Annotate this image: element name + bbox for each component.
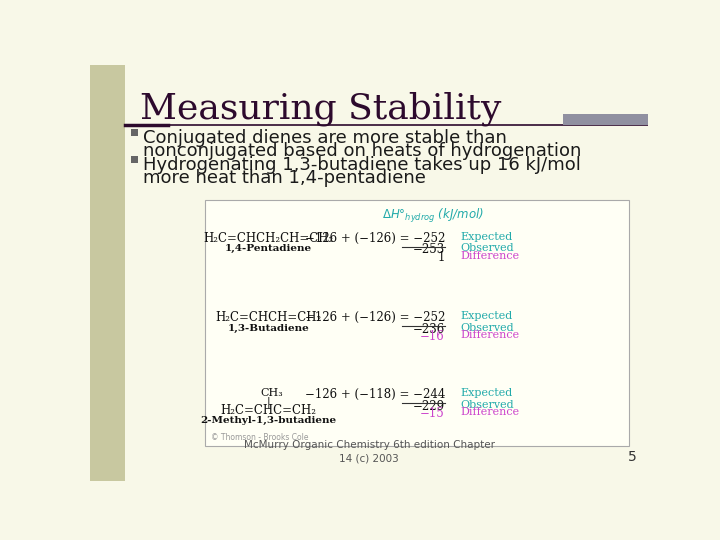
FancyBboxPatch shape — [204, 200, 629, 446]
FancyBboxPatch shape — [90, 65, 125, 481]
FancyBboxPatch shape — [131, 156, 138, 163]
Text: Difference: Difference — [461, 408, 520, 417]
Text: −253: −253 — [413, 244, 445, 256]
Text: $\Delta H°_{\mathit{hydrog}}$ (kJ/mol): $\Delta H°_{\mathit{hydrog}}$ (kJ/mol) — [382, 207, 485, 225]
Text: Observed: Observed — [461, 244, 514, 253]
Text: © Thomson - Brooks Cole: © Thomson - Brooks Cole — [211, 433, 308, 442]
Text: −126 + (−126) = −252: −126 + (−126) = −252 — [305, 232, 445, 245]
Text: more heat than 1,4-pentadiene: more heat than 1,4-pentadiene — [143, 168, 426, 187]
Text: Difference: Difference — [461, 330, 520, 340]
Text: −16: −16 — [420, 330, 445, 343]
Text: Expected: Expected — [461, 388, 513, 398]
Text: H₂C=CHCH₂CH=CH₂: H₂C=CHCH₂CH=CH₂ — [203, 232, 333, 245]
Text: Conjugated dienes are more stable than: Conjugated dienes are more stable than — [143, 129, 507, 147]
Text: −236: −236 — [413, 323, 445, 336]
Text: McMurry Organic Chemistry 6th edition Chapter
14 (c) 2003: McMurry Organic Chemistry 6th edition Ch… — [243, 440, 495, 464]
Text: −15: −15 — [420, 408, 445, 421]
Text: H₂C=CHC=CH₂: H₂C=CHC=CH₂ — [220, 404, 316, 417]
Text: Expected: Expected — [461, 311, 513, 321]
Text: Expected: Expected — [461, 232, 513, 242]
Text: Observed: Observed — [461, 323, 514, 333]
FancyBboxPatch shape — [131, 129, 138, 136]
Text: −126 + (−126) = −252: −126 + (−126) = −252 — [305, 311, 445, 324]
Text: Observed: Observed — [461, 400, 514, 410]
Text: CH₃: CH₃ — [261, 388, 284, 398]
Text: −126 + (−118) = −244: −126 + (−118) = −244 — [305, 388, 445, 401]
Text: 1: 1 — [438, 251, 445, 264]
Text: 2-Methyl-1,3-butadiene: 2-Methyl-1,3-butadiene — [200, 416, 336, 425]
Text: 1,4-Pentadiene: 1,4-Pentadiene — [225, 244, 312, 253]
Text: 1,3-Butadiene: 1,3-Butadiene — [228, 323, 309, 333]
Text: H₂C=CHCH=CH₂: H₂C=CHCH=CH₂ — [215, 311, 321, 324]
Text: −229: −229 — [413, 400, 445, 413]
Text: |: | — [266, 397, 270, 408]
Text: 5: 5 — [628, 450, 636, 464]
FancyBboxPatch shape — [563, 114, 648, 125]
Text: Hydrogenating 1,3-butadiene takes up 16 kJ/mol: Hydrogenating 1,3-butadiene takes up 16 … — [143, 156, 580, 174]
Text: Measuring Stability: Measuring Stability — [140, 92, 502, 126]
Text: nonconjugated based on heats of hydrogenation: nonconjugated based on heats of hydrogen… — [143, 142, 581, 160]
Text: Difference: Difference — [461, 251, 520, 261]
